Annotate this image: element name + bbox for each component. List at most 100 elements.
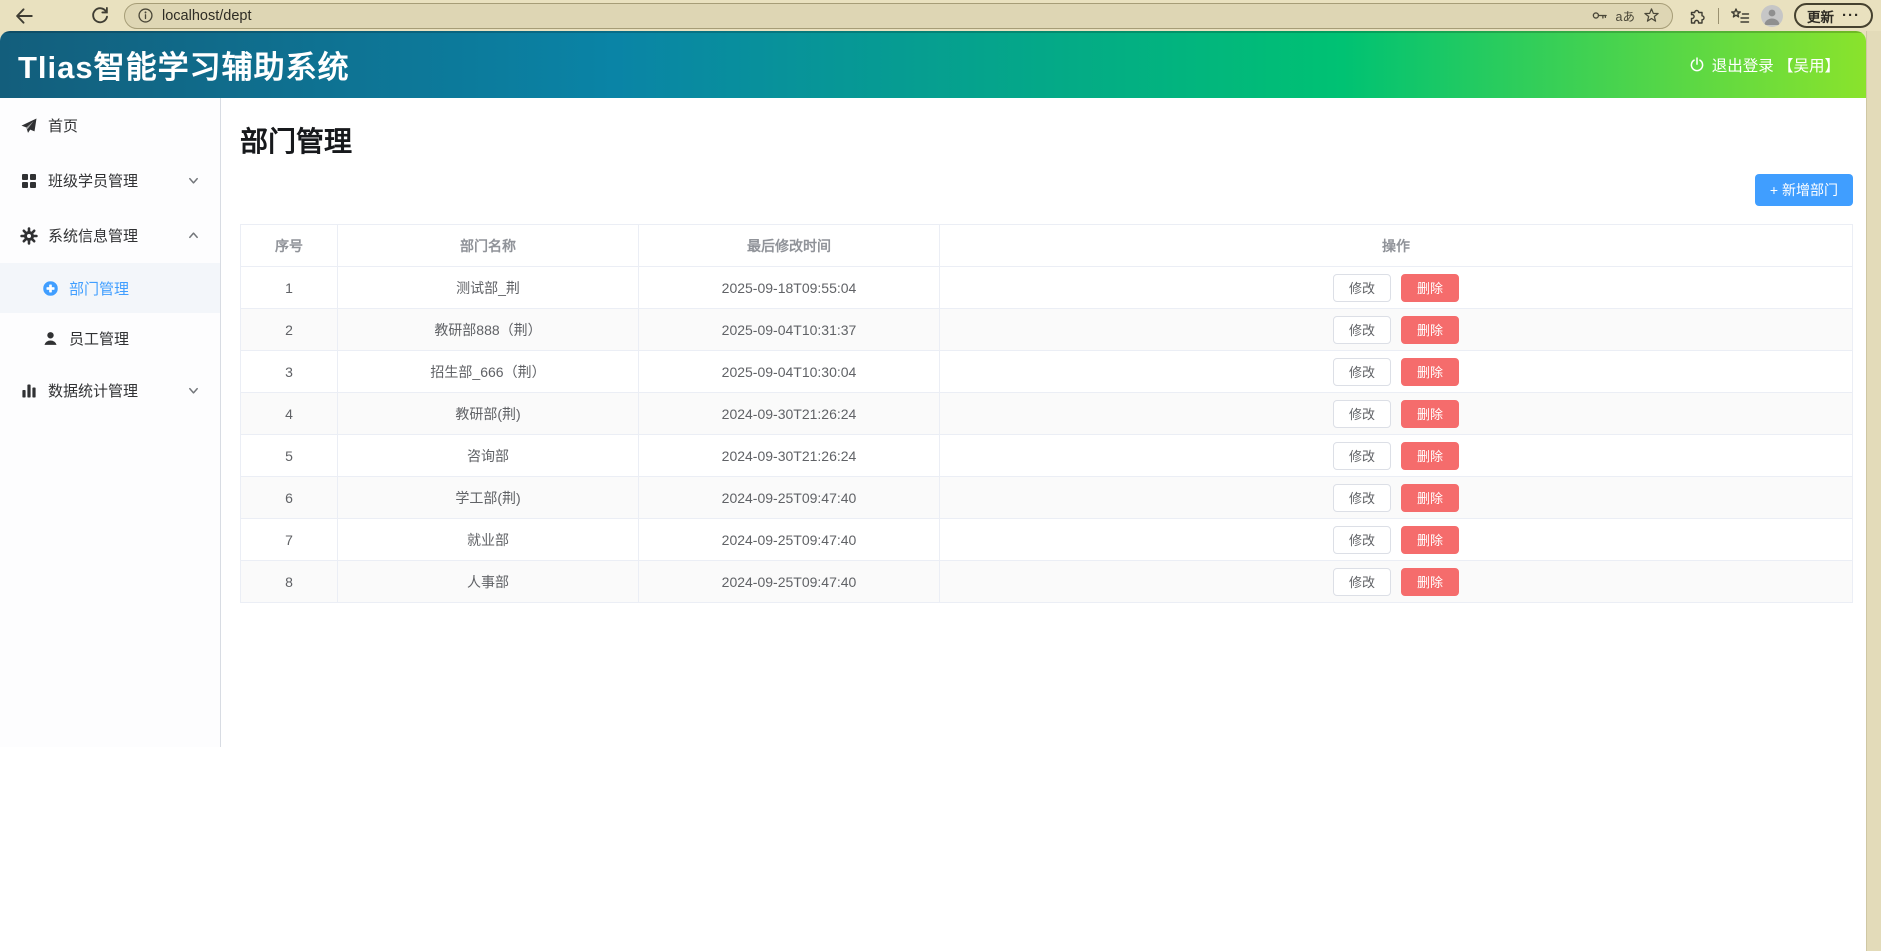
sidebar-item-statistics[interactable]: 数据统计管理	[0, 363, 220, 418]
address-bar[interactable]: localhost/dept aあ	[124, 2, 1673, 29]
chevron-down-icon	[189, 387, 198, 394]
column-header: 最后修改时间	[638, 224, 940, 267]
url-text[interactable]: localhost/dept	[162, 7, 252, 24]
sidebar-item-home[interactable]: 首页	[0, 98, 220, 153]
help-filled-icon	[42, 280, 59, 296]
row-index-cell: 2	[240, 308, 338, 351]
sidebar-item-label: 班级学员管理	[48, 173, 139, 190]
favorites-hub-icon[interactable]	[1730, 6, 1750, 26]
column-header: 操作	[939, 224, 1853, 267]
row-index-cell: 4	[240, 392, 338, 435]
actions-cell: 修改 删除	[939, 266, 1853, 309]
browser-update-button[interactable]: 更新 ···	[1794, 3, 1873, 28]
actions-cell: 修改 删除	[939, 560, 1853, 603]
delete-button[interactable]: 删除	[1401, 567, 1460, 596]
delete-button[interactable]: 删除	[1401, 483, 1460, 512]
column-header: 部门名称	[337, 224, 639, 267]
chevron-up-icon	[189, 232, 198, 239]
actions-cell: 修改 删除	[939, 518, 1853, 561]
delete-button[interactable]: 删除	[1401, 273, 1460, 302]
scrollbar-gutter[interactable]	[1866, 31, 1881, 951]
extensions-puzzle-icon[interactable]	[1687, 6, 1707, 26]
table-row: 2 教研部888（荆） 2025-09-04T10:31:37 修改 删除	[240, 308, 1853, 351]
edit-button[interactable]: 修改	[1332, 483, 1391, 512]
modified-time-cell: 2024-09-30T21:26:24	[638, 434, 940, 477]
table-row: 5 咨询部 2024-09-30T21:26:24 修改 删除	[240, 434, 1853, 477]
table-row: 7 就业部 2024-09-25T09:47:40 修改 删除	[240, 518, 1853, 561]
grid-icon	[22, 173, 36, 188]
delete-button[interactable]: 删除	[1401, 315, 1460, 344]
actions-cell: 修改 删除	[939, 476, 1853, 519]
main-content: 部门管理 + 新增部门 序号 部门名称 最后修改时间 操作 1 测试部_荆 2025-09…	[221, 98, 1866, 951]
edit-button[interactable]: 修改	[1332, 525, 1391, 554]
actions-cell: 修改 删除	[939, 434, 1853, 477]
dept-name-cell: 就业部	[337, 518, 639, 561]
add-dept-button[interactable]: + 新增部门	[1754, 174, 1853, 206]
edit-button[interactable]: 修改	[1332, 441, 1391, 470]
sidebar-item-label: 员工管理	[69, 330, 130, 348]
row-index-cell: 3	[240, 350, 338, 393]
edit-button[interactable]: 修改	[1332, 567, 1391, 596]
dept-name-cell: 招生部_666（荆）	[337, 350, 639, 393]
sidebar-item-emp-management[interactable]: 员工管理	[0, 313, 220, 363]
site-info-icon[interactable]	[137, 7, 154, 24]
sidebar-item-label: 首页	[48, 118, 79, 135]
back-icon[interactable]	[14, 6, 34, 26]
modified-time-cell: 2024-09-25T09:47:40	[638, 560, 940, 603]
modified-time-cell: 2025-09-18T09:55:04	[638, 266, 940, 309]
logout-button[interactable]: 退出登录 【吴用】	[1689, 54, 1840, 76]
dept-name-cell: 咨询部	[337, 434, 639, 477]
row-index-cell: 8	[240, 560, 338, 603]
dept-name-cell: 教研部888（荆）	[337, 308, 639, 351]
histogram-icon	[22, 384, 36, 397]
web-page: Tlias智能学习辅助系统 退出登录 【吴用】 首页	[0, 31, 1866, 951]
modified-time-cell: 2025-09-04T10:31:37	[638, 308, 940, 351]
modified-time-cell: 2024-09-25T09:47:40	[638, 476, 940, 519]
favorite-star-icon[interactable]	[1643, 7, 1660, 24]
dept-name-cell: 学工部(荆)	[337, 476, 639, 519]
update-label: 更新	[1807, 9, 1834, 25]
sidebar-item-dept-management[interactable]: 部门管理	[0, 263, 220, 313]
sidebar-item-system-info[interactable]: 系统信息管理	[0, 208, 220, 263]
dept-name-cell: 教研部(荆)	[337, 392, 639, 435]
actions-cell: 修改 删除	[939, 350, 1853, 393]
browser-toolbar: localhost/dept aあ 更新 ···	[0, 0, 1881, 31]
actions-cell: 修改 删除	[939, 392, 1853, 435]
dept-name-cell: 人事部	[337, 560, 639, 603]
edit-button[interactable]: 修改	[1332, 399, 1391, 428]
page-title: 部门管理	[240, 126, 353, 157]
row-index-cell: 6	[240, 476, 338, 519]
logout-label: 退出登录 【吴用】	[1711, 57, 1840, 75]
delete-button[interactable]: 删除	[1401, 441, 1460, 470]
refresh-icon[interactable]	[90, 6, 110, 26]
delete-button[interactable]: 删除	[1401, 399, 1460, 428]
table-row: 8 人事部 2024-09-25T09:47:40 修改 删除	[240, 560, 1853, 603]
edit-button[interactable]: 修改	[1332, 273, 1391, 302]
actions-cell: 修改 删除	[939, 308, 1853, 351]
modified-time-cell: 2024-09-25T09:47:40	[638, 518, 940, 561]
app-title: Tlias智能学习辅助系统	[18, 50, 350, 85]
table-body: 1 测试部_荆 2025-09-18T09:55:04 修改 删除 2 教研部888（荆） 2…	[240, 266, 1853, 603]
promotion-icon	[21, 118, 37, 133]
password-key-icon[interactable]	[1591, 7, 1608, 24]
edit-button[interactable]: 修改	[1332, 357, 1391, 386]
delete-button[interactable]: 删除	[1401, 525, 1460, 554]
delete-button[interactable]: 删除	[1401, 357, 1460, 386]
table-row: 3 招生部_666（荆） 2025-09-04T10:30:04 修改 删除	[240, 350, 1853, 393]
toolbar-divider	[1718, 7, 1719, 24]
table-row: 1 测试部_荆 2025-09-18T09:55:04 修改 删除	[240, 266, 1853, 309]
modified-time-cell: 2025-09-04T10:30:04	[638, 350, 940, 393]
profile-avatar[interactable]	[1761, 4, 1783, 27]
gear-icon	[20, 226, 38, 245]
row-index-cell: 1	[240, 266, 338, 309]
row-index-cell: 5	[240, 434, 338, 477]
table-header-row: 序号 部门名称 最后修改时间 操作	[240, 224, 1853, 267]
edit-button[interactable]: 修改	[1332, 315, 1391, 344]
power-icon	[1690, 56, 1704, 71]
sidebar-item-label: 系统信息管理	[48, 228, 139, 245]
sidebar: 首页 班级学员管理	[0, 98, 221, 747]
settings-menu-icon[interactable]: ···	[1842, 6, 1860, 24]
sidebar-item-class-student[interactable]: 班级学员管理	[0, 153, 220, 208]
translate-icon[interactable]: aあ	[1615, 10, 1635, 24]
sidebar-item-label: 部门管理	[69, 280, 130, 298]
